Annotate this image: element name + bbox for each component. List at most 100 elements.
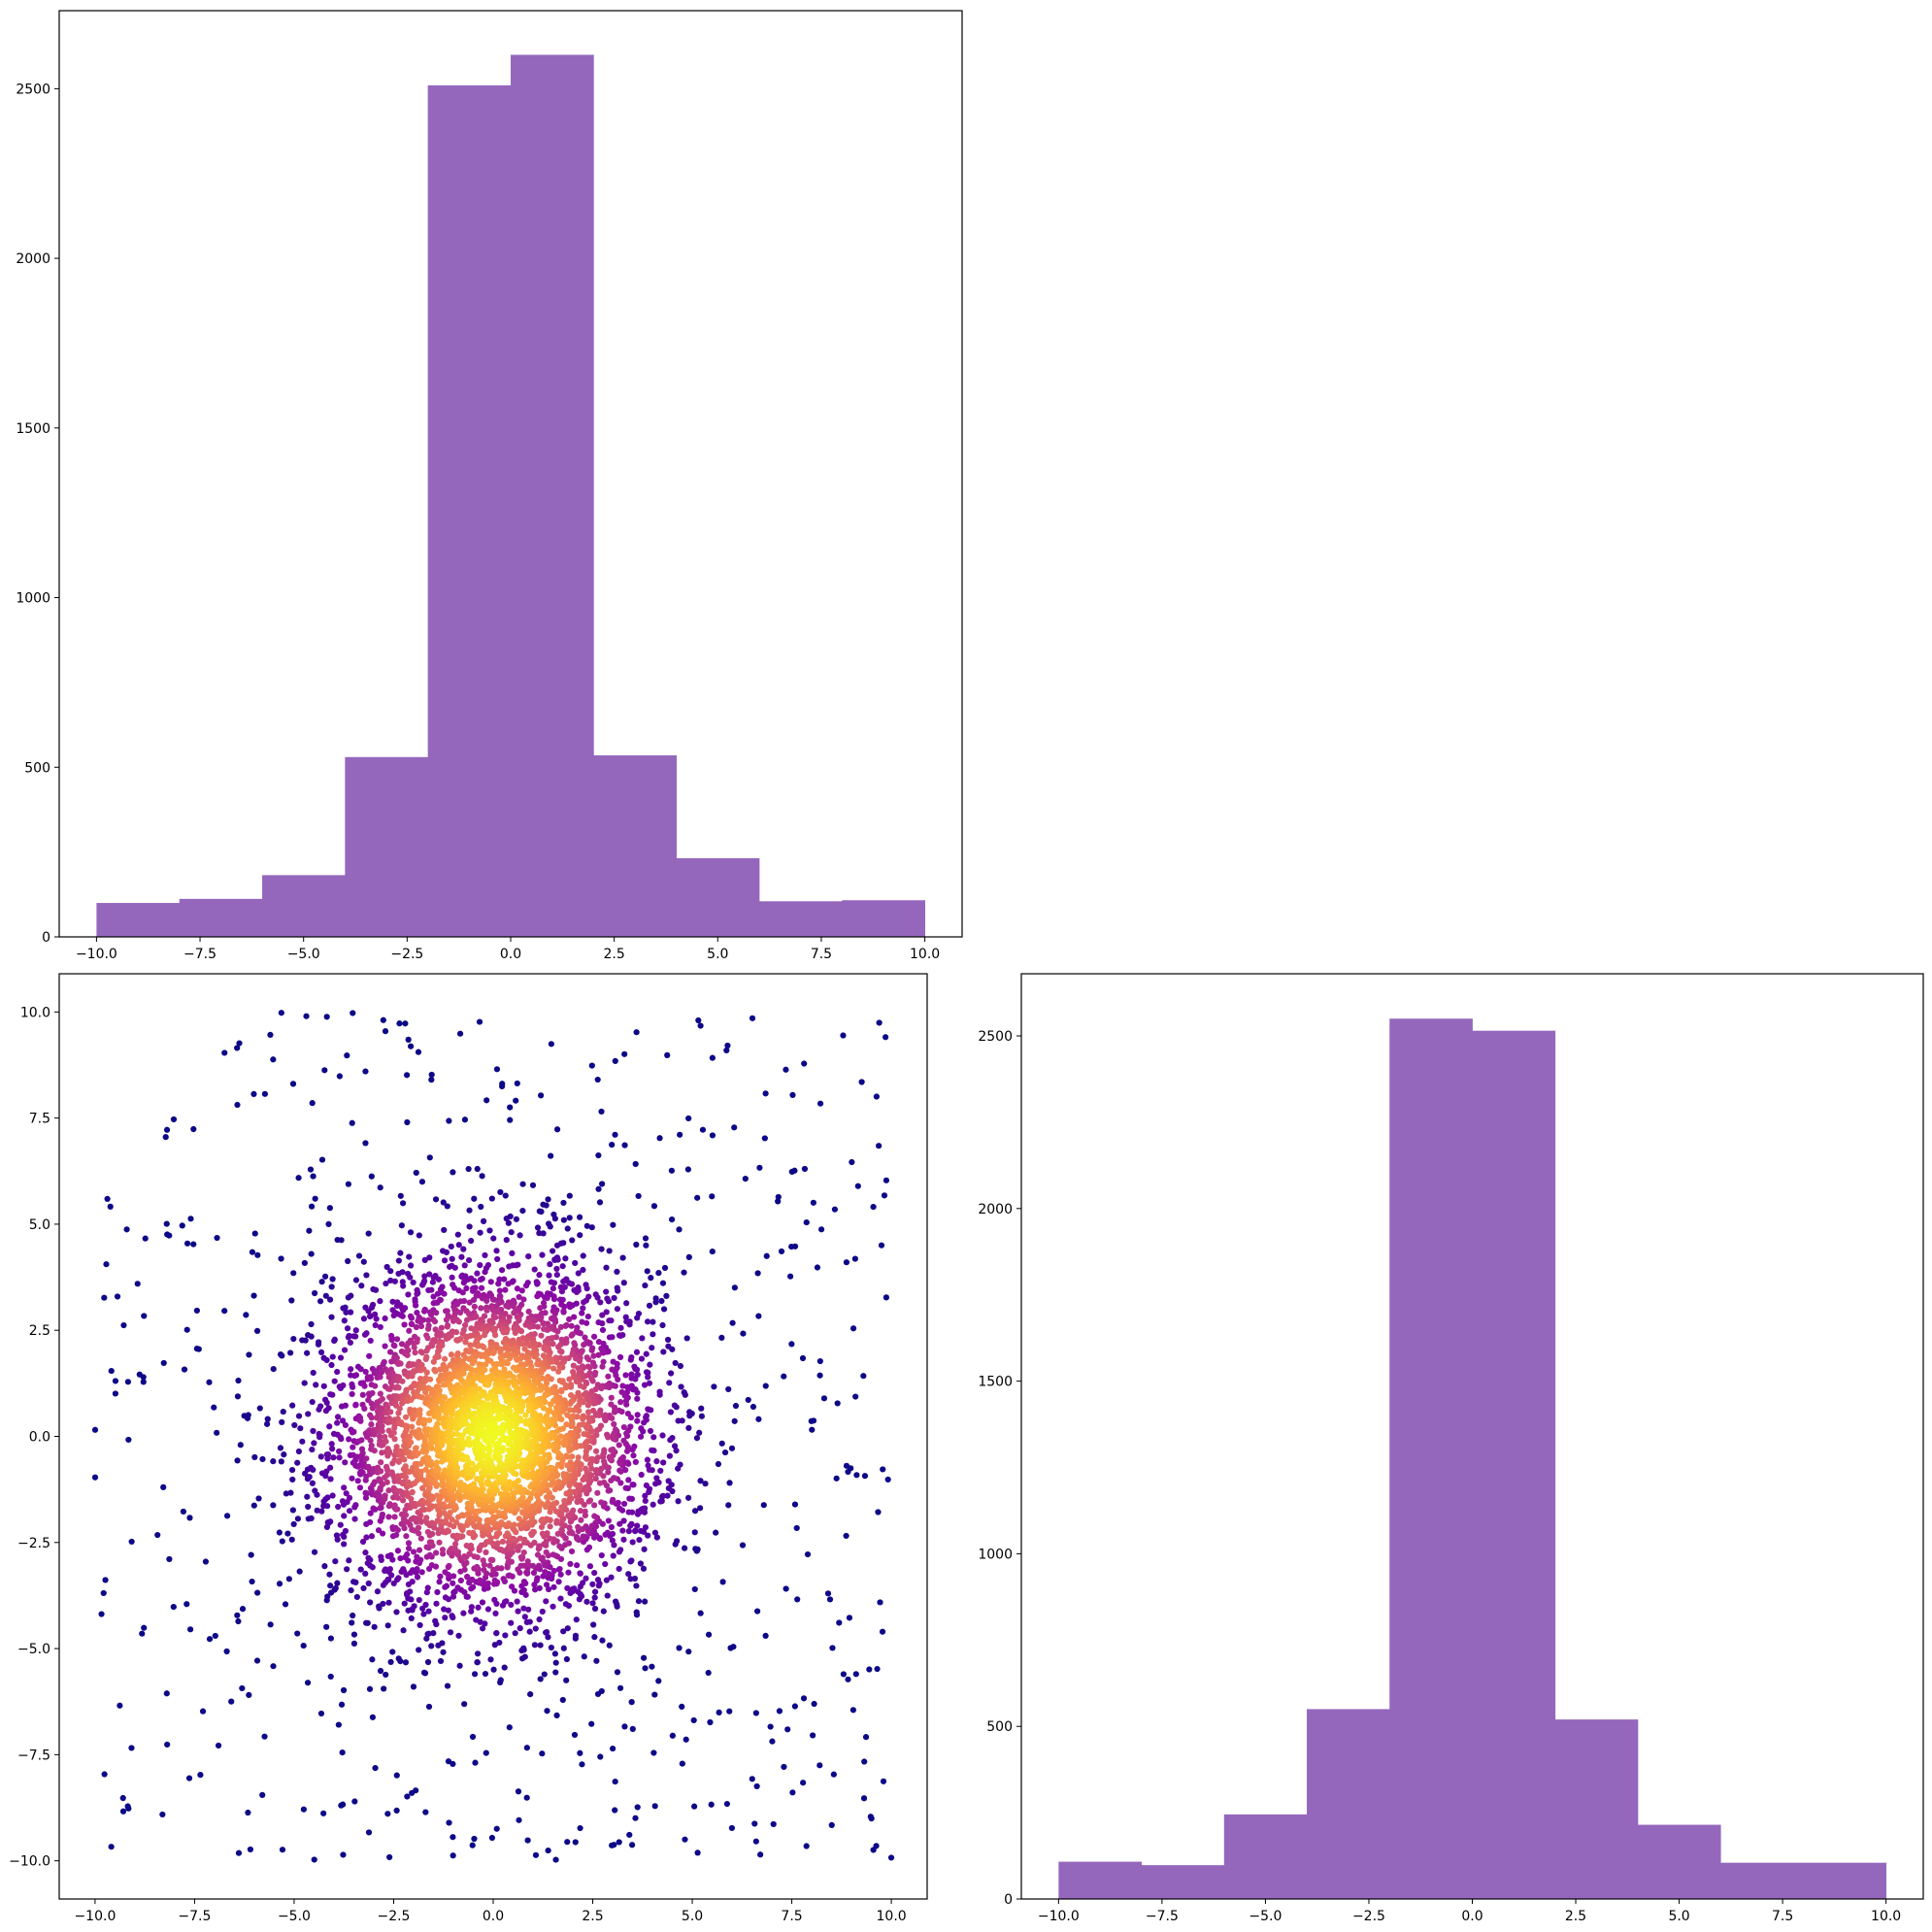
scatter-point bbox=[447, 1509, 453, 1516]
scatter-point bbox=[413, 1302, 419, 1309]
scatter-point bbox=[537, 1092, 545, 1099]
scatter-point bbox=[650, 1501, 656, 1508]
scatter-point bbox=[627, 1558, 634, 1565]
scatter-point bbox=[611, 1409, 618, 1416]
scatter-point bbox=[493, 1308, 500, 1316]
scatter-point bbox=[442, 1594, 450, 1601]
scatter-point bbox=[513, 1097, 519, 1104]
scatter-point bbox=[828, 1821, 835, 1828]
scatter-point bbox=[414, 1339, 420, 1346]
scatter-point bbox=[534, 1293, 541, 1300]
scatter-point bbox=[531, 1642, 539, 1649]
scatter-point bbox=[739, 1542, 747, 1549]
scatter-point bbox=[591, 1634, 598, 1641]
scatter-point bbox=[323, 1399, 330, 1406]
scatter-point bbox=[875, 1509, 882, 1516]
scatter-point bbox=[440, 1649, 447, 1655]
scatter-point bbox=[264, 1420, 271, 1427]
scatter-point bbox=[621, 1723, 628, 1730]
scatter-point bbox=[664, 1492, 671, 1499]
y-tick-label: 2000 bbox=[16, 251, 50, 267]
scatter-point bbox=[276, 1529, 283, 1536]
scatter-point bbox=[383, 1280, 389, 1287]
scatter-point bbox=[503, 1490, 510, 1497]
scatter-point bbox=[414, 1566, 420, 1573]
scatter-point bbox=[221, 1049, 228, 1056]
scatter-point bbox=[358, 1282, 365, 1289]
scatter-point bbox=[462, 1321, 469, 1329]
scatter-point bbox=[653, 1475, 660, 1482]
scatter-point bbox=[614, 1669, 621, 1676]
scatter-point bbox=[363, 1272, 370, 1279]
scatter-point bbox=[617, 1324, 624, 1331]
scatter-point bbox=[386, 1853, 393, 1861]
scatter-point bbox=[371, 1623, 378, 1630]
scatter-point bbox=[383, 1466, 391, 1474]
scatter-point bbox=[374, 1588, 382, 1595]
scatter-point bbox=[344, 1052, 350, 1059]
scatter-point bbox=[422, 1809, 429, 1815]
scatter-point bbox=[521, 1614, 528, 1620]
scatter-point bbox=[403, 1072, 411, 1079]
scatter-point bbox=[552, 1669, 559, 1676]
scatter-point bbox=[499, 1083, 506, 1090]
scatter-point bbox=[600, 1349, 607, 1356]
scatter-point bbox=[752, 1710, 759, 1716]
scatter-point bbox=[357, 1417, 364, 1424]
scatter-point bbox=[620, 1517, 627, 1524]
scatter-point bbox=[361, 1405, 368, 1413]
scatter-point bbox=[371, 1448, 378, 1454]
scatter-point bbox=[638, 1425, 645, 1432]
scatter-point bbox=[410, 1683, 417, 1690]
scatter-point bbox=[591, 1502, 598, 1509]
scatter-point bbox=[512, 1630, 518, 1637]
scatter-point bbox=[497, 1490, 505, 1498]
scatter-point bbox=[308, 1250, 315, 1257]
scatter-point bbox=[446, 1819, 452, 1826]
scatter-point bbox=[521, 1653, 528, 1660]
scatter-point bbox=[762, 1090, 769, 1097]
scatter-point bbox=[550, 1248, 556, 1254]
scatter-point bbox=[481, 1417, 487, 1424]
scatter-point bbox=[434, 1426, 441, 1433]
scatter-point bbox=[372, 1321, 379, 1329]
scatter-point bbox=[428, 1077, 435, 1083]
scatter-point bbox=[459, 1533, 466, 1540]
scatter-point bbox=[564, 1225, 571, 1232]
x-tick-label: 2.5 bbox=[604, 947, 625, 962]
scatter-point bbox=[603, 1288, 610, 1295]
scatter-point bbox=[139, 1630, 146, 1637]
scatter-point bbox=[420, 1669, 428, 1676]
scatter-point bbox=[407, 1439, 415, 1446]
scatter-point bbox=[643, 1482, 650, 1489]
scatter-point bbox=[301, 1259, 308, 1267]
scatter-point bbox=[159, 1811, 166, 1818]
scatter-point bbox=[497, 1677, 504, 1683]
scatter-point bbox=[561, 1497, 568, 1505]
scatter-point bbox=[632, 1527, 639, 1534]
scatter-point bbox=[648, 1275, 654, 1282]
scatter-point bbox=[681, 1545, 688, 1551]
scatter-point bbox=[573, 1355, 580, 1362]
scatter-point bbox=[234, 1101, 241, 1109]
scatter-point bbox=[593, 1657, 600, 1664]
scatter-point bbox=[791, 1703, 798, 1710]
scatter-point bbox=[606, 1642, 613, 1649]
scatter-point bbox=[183, 1240, 191, 1247]
scatter-point bbox=[162, 1134, 169, 1141]
scatter-point bbox=[295, 1448, 303, 1455]
scatter-point bbox=[423, 1589, 430, 1596]
x-tick-label: −7.5 bbox=[183, 947, 217, 962]
scatter-point bbox=[347, 1339, 354, 1347]
scatter-point bbox=[616, 1458, 623, 1466]
scatter-point bbox=[517, 1562, 524, 1569]
scatter-point bbox=[598, 1108, 605, 1116]
scatter-point bbox=[562, 1601, 570, 1608]
scatter-point bbox=[120, 1321, 127, 1329]
scatter-point bbox=[324, 1494, 331, 1501]
scatter-point bbox=[522, 1412, 529, 1418]
scatter-point bbox=[366, 1352, 373, 1359]
scatter-point bbox=[320, 1382, 327, 1389]
scatter-point bbox=[449, 1453, 455, 1460]
scatter-point bbox=[567, 1560, 574, 1568]
